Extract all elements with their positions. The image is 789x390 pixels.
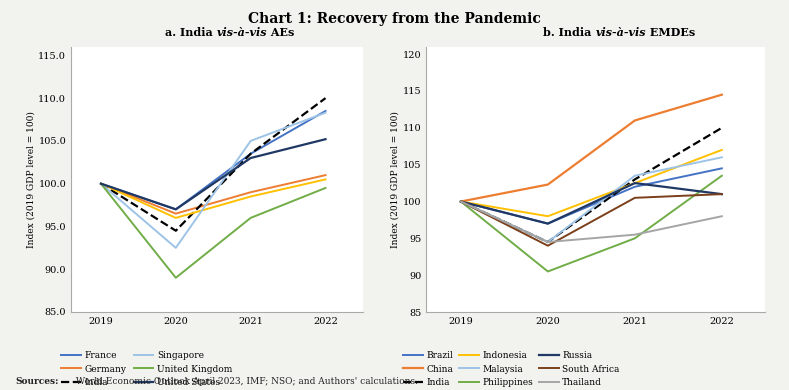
Legend: France, Germany, India, Japan, Singapore, United Kingdom, United States: France, Germany, India, Japan, Singapore… xyxy=(61,351,233,390)
Text: Sources:: Sources: xyxy=(16,377,59,386)
Text: vis-à-vis: vis-à-vis xyxy=(596,27,646,37)
Y-axis label: Index (2019 GDP level = 100): Index (2019 GDP level = 100) xyxy=(391,111,400,248)
Text: Chart 1: Recovery from the Pandemic: Chart 1: Recovery from the Pandemic xyxy=(248,12,541,26)
Text: a. India: a. India xyxy=(166,27,217,37)
Y-axis label: Index (2019 GDP level = 100): Index (2019 GDP level = 100) xyxy=(27,111,36,248)
Legend: Brazil, China, India, Indonesia, Malaysia, Philippines, Russia, South Africa, Th: Brazil, China, India, Indonesia, Malaysi… xyxy=(403,351,619,387)
Text: vis-à-vis: vis-à-vis xyxy=(217,27,267,37)
Text: AEs: AEs xyxy=(267,27,295,37)
Text: b. India: b. India xyxy=(544,27,596,37)
Text: EMDEs: EMDEs xyxy=(646,27,695,37)
Text: World Economic Outlook April 2023, IMF; NSO; and Authors' calculations.: World Economic Outlook April 2023, IMF; … xyxy=(73,377,418,386)
